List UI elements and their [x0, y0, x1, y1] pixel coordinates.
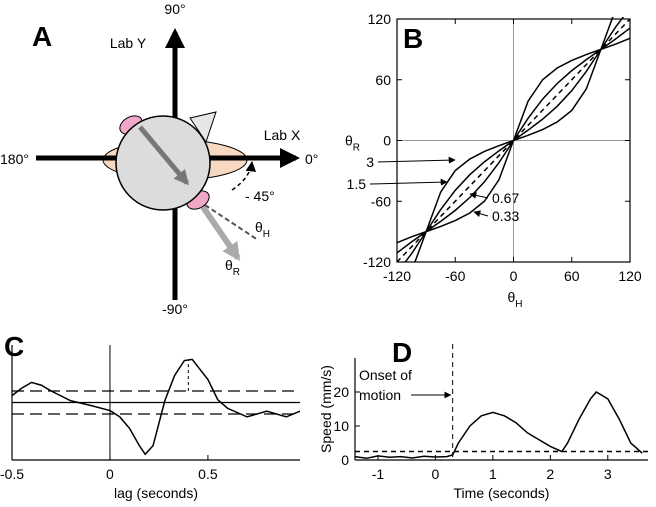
- axis-label: -90°: [162, 301, 188, 317]
- x-tick-label: -0.5: [0, 466, 24, 482]
- onset-label: Onset of: [359, 367, 412, 383]
- y-tick-label: 0: [341, 452, 349, 468]
- x-axis-label: Time (seconds): [454, 485, 550, 501]
- x-tick-label: 0.5: [198, 466, 218, 482]
- x-tick-label: -60: [445, 268, 465, 284]
- x-tick-label: 0: [432, 466, 440, 482]
- head: [115, 115, 211, 211]
- axis-label: 180°: [0, 151, 29, 167]
- axis-label: 0°: [305, 151, 318, 167]
- y-axis-label-symbol: θ: [345, 133, 353, 149]
- curve-arrow: [369, 178, 448, 186]
- axis-label: 90°: [164, 1, 185, 17]
- x-axis-label-symbol: θ: [508, 289, 516, 305]
- theta-r-label-symbol: θ: [225, 257, 233, 273]
- x-tick-label: 2: [546, 466, 554, 482]
- y-tick-label: 0: [383, 133, 391, 149]
- nose: [189, 111, 217, 144]
- x-tick-label: 3: [604, 466, 612, 482]
- data-line: [397, 18, 630, 262]
- y-tick-label: 10: [333, 418, 349, 434]
- x-tick-label: -120: [383, 268, 411, 284]
- y-tick-label: 20: [333, 384, 349, 400]
- x-tick-label: 60: [564, 268, 580, 284]
- panel-label: A: [32, 21, 52, 52]
- onset-label: motion: [359, 387, 401, 403]
- curve-label: 3: [366, 154, 374, 170]
- theta-h-label: θH: [255, 219, 270, 240]
- y-axis-label-subscript: R: [353, 143, 360, 154]
- x-axis-label-subscript: H: [515, 299, 522, 310]
- data-line: [414, 17, 614, 262]
- theta-h-label-symbol: θ: [255, 219, 263, 235]
- y-tick-label: -120: [363, 254, 391, 270]
- theta-r-label-subscript: R: [233, 267, 240, 278]
- data-line: [355, 391, 643, 460]
- panel-label: C: [4, 331, 24, 362]
- plot-area: [397, 17, 630, 262]
- y-tick-label: 60: [375, 72, 391, 88]
- panel-label: D: [392, 337, 412, 368]
- data-line: [12, 358, 300, 456]
- y-axis-label: Speed (mm/s): [318, 365, 334, 453]
- plot-area: [355, 391, 643, 460]
- curve-arrow: [473, 210, 489, 218]
- curve-label: 0.67: [492, 190, 519, 206]
- curve-arrow: [377, 156, 456, 164]
- theta-r-arrow: [200, 205, 241, 261]
- theta-r-label: θR: [225, 257, 240, 278]
- x-tick-label: 0: [106, 466, 114, 482]
- curve-arrow: [469, 191, 489, 199]
- angle-label: - 45°: [245, 188, 275, 204]
- head-arrow: [138, 125, 189, 186]
- x-tick-label: 120: [618, 268, 642, 284]
- x-tick-label: 0: [510, 268, 518, 284]
- y-tick-label: 120: [368, 11, 392, 27]
- y-tick-label: -60: [371, 193, 391, 209]
- x-tick-label: 1: [489, 466, 497, 482]
- theta-h-label-subscript: H: [263, 229, 270, 240]
- panel-label: B: [403, 23, 423, 54]
- curve-label: 1.5: [347, 176, 367, 192]
- y-axis-label: θR: [345, 133, 360, 154]
- x-tick-label: -1: [372, 466, 385, 482]
- angle-arc: [231, 160, 257, 191]
- x-axis-label: θH: [508, 289, 523, 310]
- axis-label: Lab Y: [110, 35, 147, 51]
- theta-h-line: [204, 204, 259, 241]
- x-axis-label: lag (seconds): [114, 485, 198, 501]
- curve-label: 0.33: [492, 208, 519, 224]
- plot-area: [12, 358, 300, 456]
- axis-label: Lab X: [264, 127, 301, 143]
- panel-a: [36, 28, 300, 300]
